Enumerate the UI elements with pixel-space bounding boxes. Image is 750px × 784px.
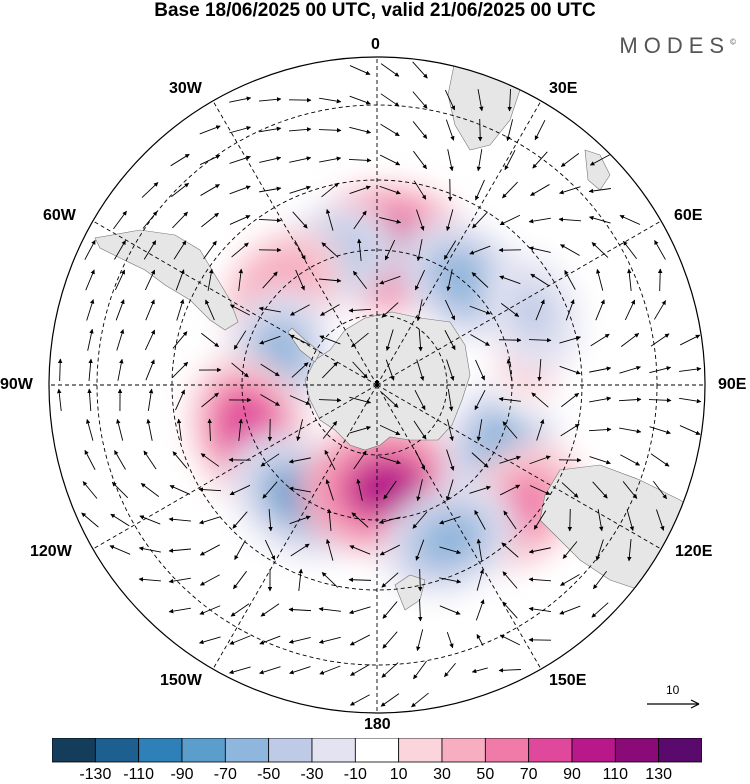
colorbar-tick-label: -70 [214, 766, 237, 784]
colorbar-swatch [312, 738, 355, 762]
wind-arrow [660, 269, 661, 291]
colorbar-swatch [529, 738, 572, 762]
colorbar-swatch [52, 738, 95, 762]
colorbar-swatch [269, 738, 312, 762]
lon-label-90e: 90E [718, 376, 746, 394]
reference-vector-label: 10 [666, 683, 679, 697]
colorbar-swatch [615, 738, 658, 762]
colorbar-swatch [225, 738, 268, 762]
colorbar-swatch [355, 738, 398, 762]
colorbar-swatch [399, 738, 442, 762]
lon-label-60w: 60W [43, 207, 76, 225]
lon-label-30e: 30E [549, 80, 577, 98]
reference-vector-arrow [645, 697, 705, 711]
colorbar-tick-label: -30 [300, 766, 323, 784]
colorbar-tick-label: -130 [79, 766, 111, 784]
lon-label-120w: 120W [30, 543, 72, 561]
lon-label-150w: 150W [160, 672, 202, 690]
colorbar-tick-label: -110 [123, 766, 154, 784]
colorbar-tick-label: 110 [603, 766, 629, 784]
colorbar-swatch [659, 738, 702, 762]
lon-label-120e: 120E [675, 543, 712, 561]
colorbar-tick-label: 50 [476, 766, 494, 784]
colorbar-swatch [572, 738, 615, 762]
colorbar-swatch [442, 738, 485, 762]
colorbar-swatch [182, 738, 225, 762]
colorbar-swatch [485, 738, 528, 762]
colorbar-tick-label: -10 [344, 766, 367, 784]
lon-label-90w: 90W [0, 376, 33, 394]
colorbar [52, 738, 702, 764]
colorbar-tick-label: 70 [520, 766, 538, 784]
lon-label-150e: 150E [549, 672, 586, 690]
lon-label-60e: 60E [674, 207, 702, 225]
colorbar-swatch [95, 738, 138, 762]
wind-arrow [480, 119, 481, 141]
colorbar-tick-label: -50 [257, 766, 280, 784]
lon-label-30w: 30W [169, 80, 202, 98]
colorbar-tick-label: 90 [563, 766, 581, 784]
colorbar-tick-label: 30 [433, 766, 451, 784]
colorbar-tick-label: 130 [645, 766, 672, 784]
lon-label-0: 0 [371, 36, 380, 54]
colorbar-tick-label: -90 [170, 766, 193, 784]
colorbar-swatch [139, 738, 182, 762]
colorbar-tick-label: 10 [390, 766, 408, 784]
wind-arrow [570, 509, 571, 531]
lon-label-180: 180 [364, 716, 391, 734]
